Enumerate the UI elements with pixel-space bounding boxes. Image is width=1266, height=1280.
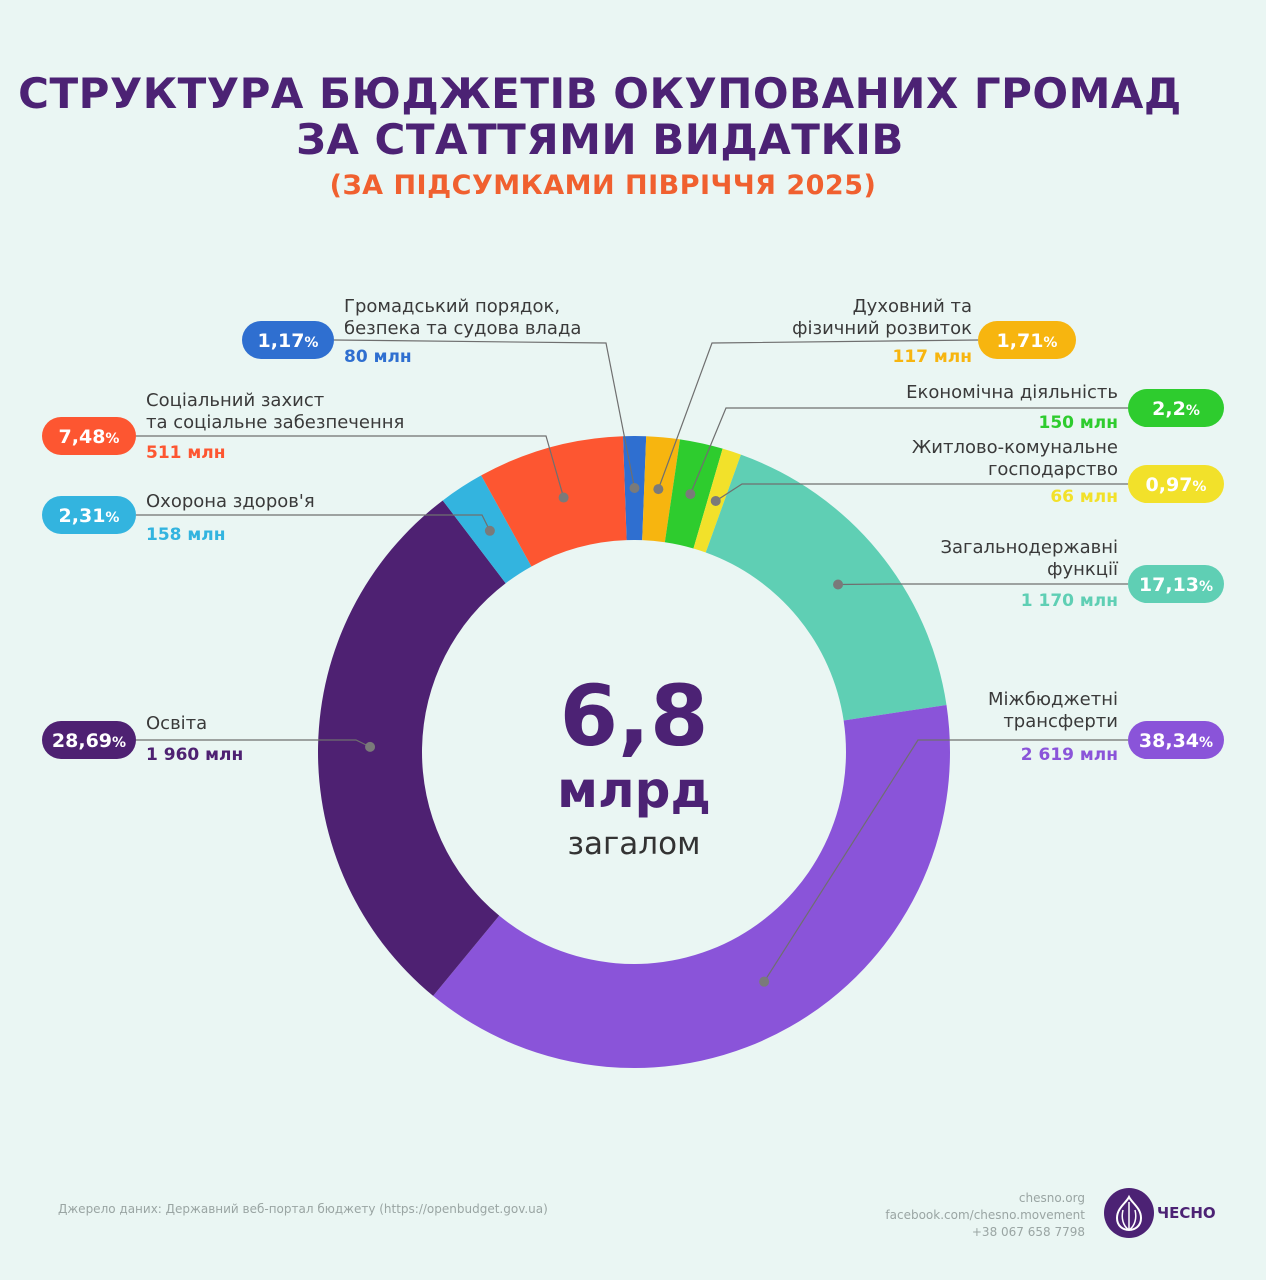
amount-label-economic: 150 млн <box>1039 413 1119 433</box>
category-label-spiritual: Духовний та <box>853 296 972 317</box>
category-label-health: Охорона здоров'я <box>146 491 315 512</box>
chart-title-line2: ЗА СТАТТЯМИ ВИДАТКІВ <box>296 115 904 164</box>
percent-badge-social <box>42 417 136 455</box>
category-label-transfers: трансферти <box>1003 711 1118 732</box>
percent-label-public-order: 1,17% <box>258 330 319 352</box>
leader-line-health <box>136 514 491 532</box>
percent-badge-general <box>1128 565 1224 603</box>
amount-label-education: 1 960 млн <box>146 745 243 765</box>
phone-number: +38 067 658 7798 <box>971 1225 1085 1239</box>
amount-label-health: 158 млн <box>146 525 226 545</box>
category-label-social: та соціальне забезпечення <box>146 412 404 433</box>
amount-label-social: 511 млн <box>146 443 226 463</box>
facebook-link[interactable]: facebook.com/chesno.movement <box>885 1208 1085 1222</box>
amount-label-housing: 66 млн <box>1050 487 1118 507</box>
leader-line-spiritual <box>657 339 979 490</box>
leader-dot-health <box>484 525 495 536</box>
leader-dot-education <box>365 741 376 752</box>
category-label-spiritual: фізичний розвиток <box>792 318 972 339</box>
leader-dot-public-order <box>629 483 640 494</box>
leader-line-public-order <box>333 339 636 489</box>
labels: 1,17% Громадський порядок,безпека та судо… <box>42 296 1224 987</box>
category-label-transfers: Міжбюджетні <box>988 689 1118 710</box>
percent-label-health: 2,31% <box>59 505 120 527</box>
site-link[interactable]: chesno.org <box>1018 1191 1085 1205</box>
category-label-general: Загальнодержавні <box>940 537 1118 558</box>
slice-education <box>317 500 506 996</box>
leader-dot-general <box>833 579 844 590</box>
chart-subtitle: (ЗА ПІДСУМКАМИ ПІВРІЧЧЯ 2025) <box>329 170 877 201</box>
category-label-economic: Економічна діяльність <box>906 382 1118 403</box>
slice-general <box>705 454 947 721</box>
percent-label-housing: 0,97% <box>1146 474 1207 496</box>
brand-name: ЧЕСНО <box>1157 1204 1216 1222</box>
percent-badge-transfers <box>1128 721 1224 759</box>
percent-label-social: 7,48% <box>59 426 120 448</box>
leader-dot-transfers <box>759 976 770 987</box>
percent-label-transfers: 38,34% <box>1139 730 1213 752</box>
percent-badge-economic <box>1128 389 1224 427</box>
category-label-public-order: Громадський порядок, <box>344 296 560 317</box>
leader-line-economic <box>689 407 1128 495</box>
percent-label-education: 28,69% <box>52 730 126 752</box>
footer-contacts: chesno.org facebook.com/chesno.movement … <box>885 1190 1085 1241</box>
amount-label-general: 1 170 млн <box>1021 591 1118 611</box>
leader-dot-economic <box>685 489 696 500</box>
category-label-housing: господарство <box>988 459 1118 480</box>
category-label-general: функції <box>1047 559 1119 580</box>
percent-label-spiritual: 1,71% <box>997 330 1058 352</box>
amount-label-transfers: 2 619 млн <box>1021 745 1118 765</box>
percent-badge-public-order <box>242 321 334 359</box>
center-total-caption: загалом <box>567 826 701 862</box>
category-label-social: Соціальний захист <box>146 390 324 411</box>
amount-label-public-order: 80 млн <box>344 347 412 367</box>
category-label-housing: Житлово-комунальне <box>912 437 1118 458</box>
chart-title-line1: СТРУКТУРА БЮДЖЕТІВ ОКУПОВАНИХ ГРОМАД <box>18 69 1182 118</box>
slice-social <box>481 436 627 567</box>
leader-line-education <box>136 739 371 748</box>
chesno-logo-icon <box>1104 1188 1154 1238</box>
percent-badge-housing <box>1128 465 1224 503</box>
leader-dot-spiritual <box>653 484 664 495</box>
percent-badge-spiritual <box>978 321 1076 359</box>
percent-badge-health <box>42 496 136 534</box>
slice-transfers <box>433 705 951 1069</box>
leader-dot-social <box>558 492 569 503</box>
leader-line-housing <box>715 483 1128 502</box>
percent-label-general: 17,13% <box>1139 574 1213 596</box>
center-total-unit: млрд <box>557 761 711 819</box>
percent-label-economic: 2,2% <box>1152 398 1200 420</box>
leader-line-transfers <box>763 739 1128 983</box>
leader-line-social <box>136 435 565 498</box>
category-label-education: Освіта <box>146 713 207 734</box>
source-note: Джерело даних: Державний веб-портал бюдж… <box>58 1202 548 1216</box>
amount-label-spiritual: 117 млн <box>893 347 973 367</box>
center-total-value: 6,8 <box>559 667 709 765</box>
percent-badge-education <box>42 721 136 759</box>
leader-dot-housing <box>710 495 721 506</box>
category-label-public-order: безпека та судова влада <box>344 318 581 339</box>
